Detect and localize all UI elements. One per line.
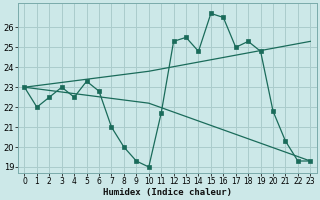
X-axis label: Humidex (Indice chaleur): Humidex (Indice chaleur) xyxy=(103,188,232,197)
